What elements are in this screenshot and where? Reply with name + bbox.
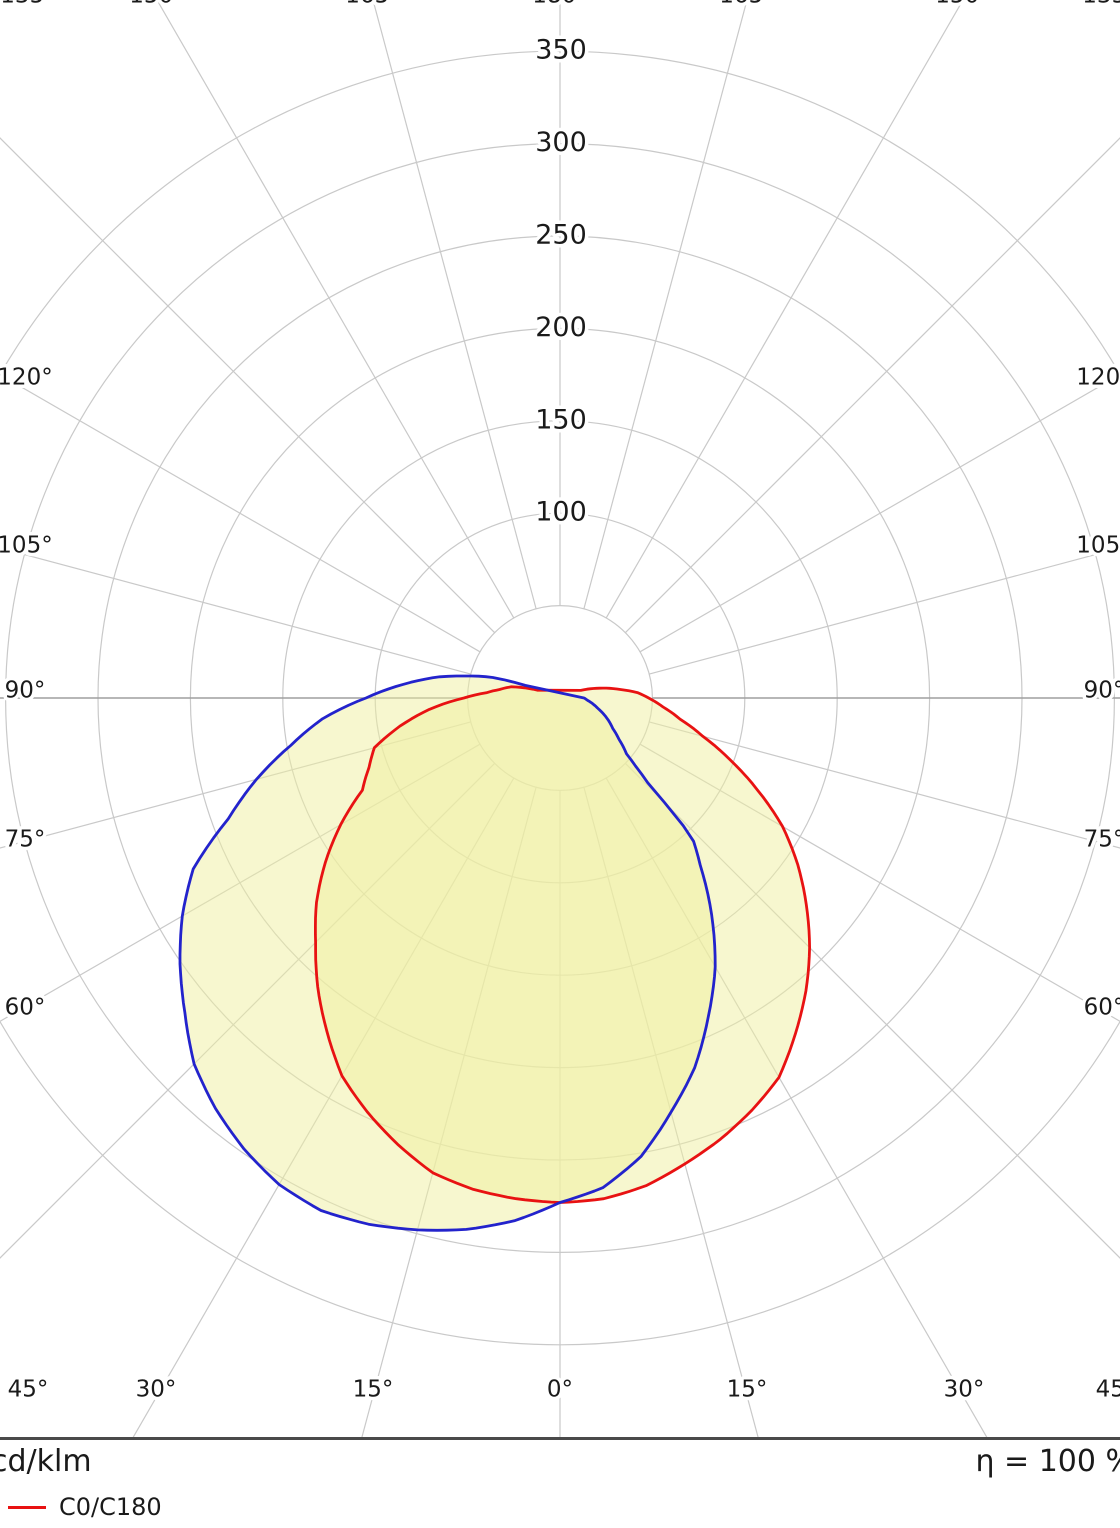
grid-spoke <box>583 0 748 609</box>
curve-c90-c270 <box>178 674 717 1232</box>
legend-item-c0-c180: C0/C180 <box>8 1492 162 1522</box>
curve-fills <box>180 676 810 1231</box>
angle-label-top: 150° <box>935 0 990 9</box>
angle-label-right: 60° <box>1084 995 1120 1021</box>
efficiency-label: η = 100 % <box>975 1444 1120 1479</box>
angle-label-left: 60° <box>5 995 46 1021</box>
footer-separator-line <box>0 1437 1120 1440</box>
radial-tick-100: 100 <box>535 497 587 528</box>
angle-label-top: 150° <box>129 0 184 9</box>
grid-spoke <box>605 0 964 619</box>
legend-line-red <box>8 1505 46 1509</box>
angle-label-bottom: 45° <box>1096 1377 1120 1403</box>
radial-tick-150: 150 <box>535 404 587 435</box>
grid-spoke <box>649 547 1120 675</box>
legend-label-c90-c270: C90/C270 <box>59 1524 177 1528</box>
angle-label-right: 105° <box>1076 533 1120 559</box>
angle-label-top: 165° <box>719 0 774 9</box>
angle-label-right: 120° <box>1076 365 1120 391</box>
grid-spoke <box>0 373 481 653</box>
grid-spoke <box>156 0 515 619</box>
radial-tick-250: 250 <box>535 220 587 251</box>
grid-spoke <box>639 373 1120 653</box>
angle-label-right: 90° <box>1084 678 1120 704</box>
legend-label-c0-c180: C0/C180 <box>59 1493 162 1521</box>
angle-label-bottom: 30° <box>136 1377 177 1403</box>
angle-label-bottom: 45° <box>8 1377 49 1403</box>
unit-label: cd/klm <box>0 1444 92 1479</box>
grid-spoke <box>0 137 496 634</box>
angle-label-bottom: 30° <box>944 1377 985 1403</box>
grid-spoke <box>649 721 1120 849</box>
angle-label-left: 75° <box>5 827 46 853</box>
radial-tick-200: 200 <box>535 312 587 343</box>
angle-label-left: 120° <box>0 365 53 391</box>
angle-label-top: 165° <box>345 0 400 9</box>
angle-label-top: 135° <box>1082 0 1120 9</box>
legend-item-c90-c270: C90/C270 <box>8 1524 177 1528</box>
curve-c0-c180 <box>314 685 811 1204</box>
angle-label-left: 90° <box>5 678 46 704</box>
angle-label-bottom: 0° <box>547 1377 573 1403</box>
angle-label-right: 75° <box>1084 827 1120 853</box>
grid-spoke <box>0 547 471 675</box>
radial-tick-350: 350 <box>535 35 587 66</box>
grid-spoke <box>372 0 537 609</box>
angle-label-top: 180° <box>532 0 587 9</box>
grid-spoke <box>624 137 1120 634</box>
radial-tick-labels: 100 150 200 250 300 350 <box>532 31 591 531</box>
curve-lines <box>178 674 811 1232</box>
angle-label-bottom: 15° <box>353 1377 394 1403</box>
angle-label-left: 105° <box>0 533 53 559</box>
angle-label-top: 135° <box>0 0 55 9</box>
radial-tick-300: 300 <box>535 127 587 158</box>
fill-c90-c270 <box>180 676 716 1231</box>
angle-label-bottom: 15° <box>727 1377 768 1403</box>
